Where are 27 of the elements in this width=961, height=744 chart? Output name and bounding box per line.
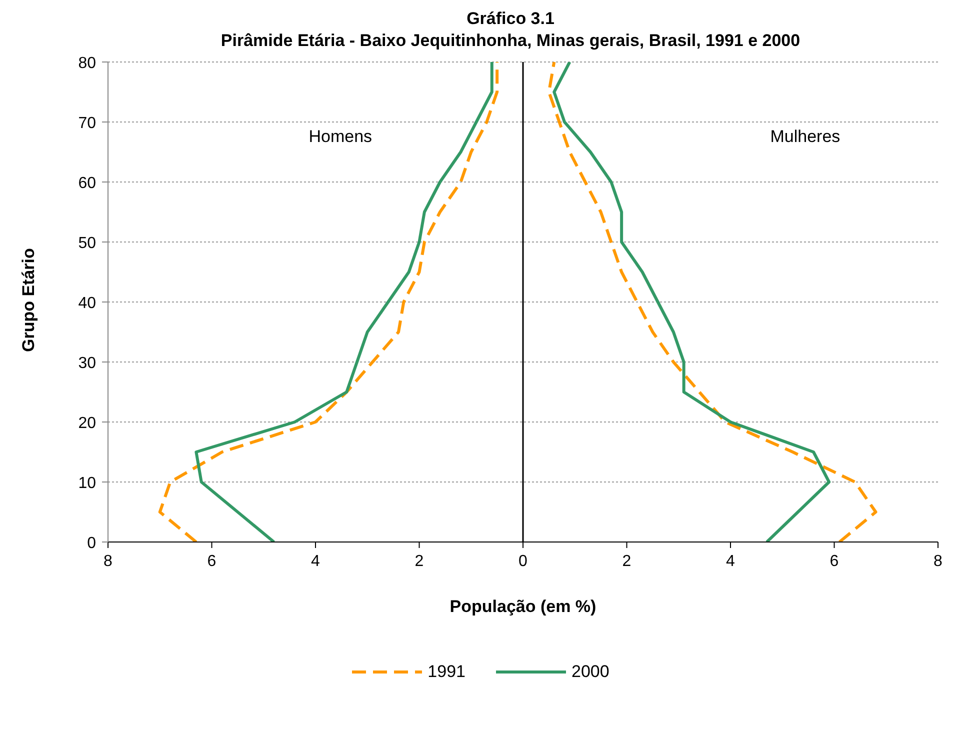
x-tick-label: 2 bbox=[622, 553, 632, 570]
legend-label: 2000 bbox=[572, 662, 610, 682]
chart-title: Gráfico 3.1 bbox=[466, 8, 556, 30]
line-series bbox=[547, 62, 878, 542]
x-tick-label: 6 bbox=[207, 553, 216, 570]
annotation: Mulheres bbox=[770, 127, 840, 147]
y-tick-label: 50 bbox=[78, 235, 96, 252]
x-tick-label: 4 bbox=[726, 553, 736, 570]
x-tick-label: 2 bbox=[414, 553, 424, 570]
x-tick-label: 8 bbox=[934, 553, 943, 570]
y-tick-label: 30 bbox=[78, 355, 96, 372]
x-tick-label: 6 bbox=[830, 553, 839, 570]
y-tick-label: 20 bbox=[78, 415, 96, 432]
y-tick-label: 40 bbox=[78, 295, 96, 312]
x-tick-label: 8 bbox=[104, 553, 113, 570]
y-axis-title: Grupo Etário bbox=[19, 248, 38, 352]
legend-label: 1991 bbox=[428, 662, 466, 682]
y-tick-label: 10 bbox=[78, 475, 96, 492]
y-tick-label: 60 bbox=[78, 175, 96, 192]
x-axis-title: População (em %) bbox=[450, 597, 596, 616]
chart-subtitle: Pirâmide Etária - Baixo Jequitinhonha, Minas gerais, Brasil, 1991 e 2000 bbox=[220, 30, 802, 52]
x-tick-label: 0 bbox=[518, 553, 528, 570]
x-tick-label: 4 bbox=[311, 553, 320, 570]
y-tick-label: 80 bbox=[78, 55, 96, 72]
y-tick-label: 0 bbox=[87, 535, 96, 552]
y-tick-label: 70 bbox=[78, 115, 96, 132]
annotation: Homens bbox=[308, 127, 372, 147]
